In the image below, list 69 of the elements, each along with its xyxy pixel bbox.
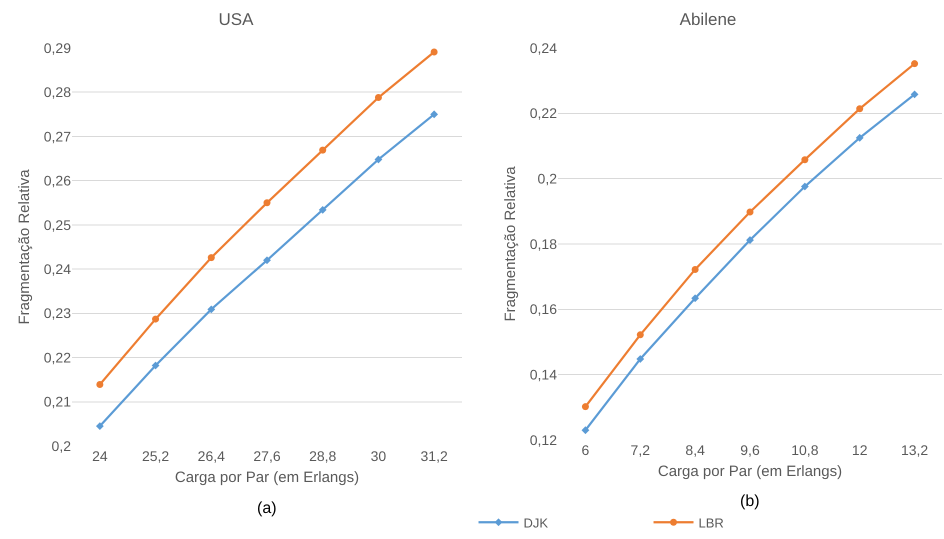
point	[96, 422, 104, 430]
point	[856, 134, 864, 142]
point	[800, 182, 809, 190]
x-tick-label: 27,6	[253, 448, 281, 464]
legend-label: DJK	[524, 515, 548, 530]
y-tick-label: 0,18	[530, 236, 558, 252]
chart-title: Abilene	[680, 10, 736, 29]
point	[207, 305, 216, 314]
point	[746, 236, 754, 244]
point	[691, 294, 700, 302]
y-tick-label: 0,28	[44, 84, 72, 100]
y-axis-title: Fragmentação Relativa	[16, 168, 33, 325]
point	[430, 48, 438, 56]
x-tick-label: 10,8	[791, 442, 819, 458]
point	[152, 362, 160, 370]
y-tick-label: 0,24	[44, 261, 72, 278]
y-tick-label: 0,2	[52, 438, 72, 454]
x-tick-label: 12	[852, 442, 868, 458]
point	[208, 254, 215, 262]
y-tick-label: 0,25	[44, 216, 72, 233]
point	[430, 110, 438, 118]
y-tick-label: 0,22	[44, 349, 72, 366]
point	[374, 94, 382, 102]
point	[319, 146, 326, 154]
y-axis-title: Fragmentação Relativa	[502, 166, 519, 322]
chart-title: USA	[218, 10, 254, 29]
x-tick-label: 31,2	[420, 448, 448, 464]
y-tick-label: 0,24	[530, 40, 558, 56]
point	[582, 426, 590, 434]
x-axis-title: Carga por Par (em Erlangs)	[658, 463, 842, 480]
point	[636, 355, 644, 363]
point	[856, 105, 864, 112]
x-tick-label: 26,4	[198, 448, 226, 464]
x-tick-label: 28,8	[309, 448, 337, 464]
point	[318, 206, 327, 214]
y-tick-label: 0,29	[44, 40, 72, 56]
y-tick-label: 0,23	[44, 305, 72, 322]
x-tick-label: 6	[582, 442, 590, 458]
point	[264, 199, 270, 206]
legend-label: LBR	[698, 515, 724, 530]
point	[374, 156, 382, 164]
y-tick-label: 0,27	[44, 128, 72, 144]
y-tick-label: 0,21	[44, 394, 72, 410]
point	[152, 316, 160, 323]
point	[96, 381, 104, 388]
y-tick-label: 0,16	[530, 301, 558, 318]
x-tick-label: 25,2	[142, 448, 170, 464]
x-tick-label: 30	[370, 448, 386, 464]
y-tick-label: 0,26	[44, 172, 72, 189]
text: (a)	[257, 500, 277, 517]
text: (b)	[740, 493, 760, 510]
point	[910, 90, 918, 98]
x-axis-title: Carga por Par (em Erlangs)	[174, 469, 360, 486]
x-tick-label: 8,4	[685, 442, 706, 458]
x-tick-label: 7,2	[630, 442, 650, 458]
y-tick-label: 0,2	[538, 170, 558, 187]
point	[582, 403, 589, 410]
point	[801, 156, 808, 164]
x-tick-label: 9,6	[740, 442, 760, 458]
point	[911, 60, 918, 68]
point	[263, 256, 271, 264]
x-tick-label: 24	[92, 448, 108, 464]
y-tick-label: 0,14	[530, 366, 558, 383]
y-tick-label: 0,12	[530, 432, 558, 448]
point	[636, 331, 644, 338]
point	[746, 208, 754, 216]
point	[692, 266, 699, 273]
x-tick-label: 13,2	[900, 442, 928, 458]
y-tick-label: 0,22	[530, 105, 558, 122]
